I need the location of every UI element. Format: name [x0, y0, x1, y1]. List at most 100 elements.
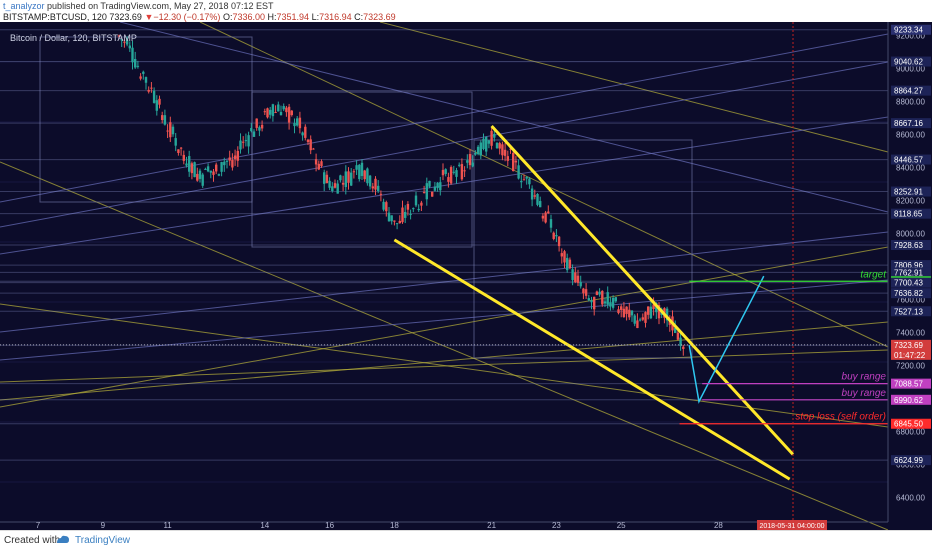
candle-body [131, 47, 134, 63]
current-price-label: 7323.69 [894, 341, 923, 350]
price-tag [891, 394, 931, 405]
projection-path [688, 275, 765, 404]
candle-body [363, 170, 366, 180]
chart-header: t_analyzor published on TradingView.com,… [0, 0, 932, 22]
price-tag [891, 267, 931, 278]
candle-body [647, 306, 650, 315]
author-name[interactable]: t_analyzor [3, 1, 45, 11]
candle-body [139, 76, 142, 79]
candle-body [547, 211, 550, 214]
candle-body [601, 290, 604, 305]
candle-body [512, 152, 515, 172]
candle-body [152, 90, 156, 103]
price-tag-label: 8446.57 [894, 156, 923, 165]
candle-body [460, 164, 464, 180]
x-tick-label: 16 [325, 521, 334, 530]
price-tag-label: 8667.16 [894, 119, 923, 128]
candle-body [682, 346, 685, 349]
footer: Created with TradingView [0, 530, 932, 550]
y-tick-label: 8400.00 [896, 163, 925, 172]
high-value: 7351.94 [276, 12, 310, 22]
tradingview-brand[interactable]: TradingView [75, 535, 131, 546]
candle-body [317, 163, 320, 170]
price-tag [891, 208, 931, 219]
price-tag [891, 306, 931, 317]
candle-body [328, 180, 331, 188]
chart-area[interactable]: target buy range buy range stop loss (self … [0, 22, 932, 530]
candle-body [225, 160, 229, 162]
candle-body [374, 178, 377, 190]
candle-body [455, 170, 458, 177]
close-label: C: [354, 12, 364, 22]
candle-body [190, 163, 194, 174]
candle-body [528, 178, 531, 185]
candle-body [428, 180, 431, 187]
candle-body [252, 131, 256, 137]
candle-body [582, 288, 585, 294]
candle-body [544, 212, 547, 223]
candle-body [641, 317, 644, 320]
chart-title: Bitcoin / Dollar, 120, BITSTAMP [10, 33, 137, 43]
candle-body [158, 98, 161, 105]
candle-body [323, 172, 326, 184]
range-box [473, 139, 693, 359]
candle-body [239, 140, 242, 150]
candle-body [136, 65, 140, 67]
candle-body [177, 149, 180, 153]
candle-body [209, 170, 212, 173]
chart-svg[interactable]: target buy range buy range stop loss (self … [0, 22, 932, 530]
candle-body [590, 300, 593, 303]
price-tag [891, 455, 931, 466]
price-tag-label: 7806.96 [894, 261, 923, 270]
candle-body [260, 124, 264, 129]
candle-body [123, 41, 126, 43]
candle-body [379, 193, 383, 195]
current-price-tag [891, 339, 931, 360]
candle-body [466, 160, 469, 163]
candle-body [287, 106, 291, 123]
candle-body [449, 167, 453, 184]
candle-body [463, 170, 466, 172]
candle-body [404, 211, 407, 218]
candle-body [439, 182, 442, 191]
candle-body [611, 297, 615, 308]
candle-body [306, 139, 310, 143]
candle-body [638, 319, 642, 321]
x-tick-label: 28 [714, 521, 723, 530]
candle-body [595, 291, 599, 296]
candle-body [574, 272, 577, 283]
publish-text: published on TradingView.com, May 27, 20… [47, 1, 274, 11]
low-value: 7316.94 [319, 12, 352, 22]
price-tag-label: 7928.63 [894, 241, 923, 250]
price-tag-label: 8864.27 [894, 87, 923, 96]
candle-body [263, 111, 266, 113]
price-tag [891, 56, 931, 67]
candle-body [320, 161, 323, 167]
trend-line [0, 349, 889, 383]
candle-body [368, 175, 372, 187]
candle-body [441, 169, 445, 176]
candle-body [674, 327, 677, 333]
price-tag [891, 288, 931, 299]
candle-body [579, 281, 582, 287]
candle-body [301, 132, 304, 136]
candle-body [147, 89, 150, 92]
publish-info: t_analyzor published on TradingView.com,… [3, 1, 274, 11]
candle-body [514, 160, 518, 163]
candle-body [231, 159, 234, 168]
candle-body [282, 106, 285, 110]
candle-body [665, 308, 669, 321]
candle-body [414, 195, 418, 206]
candle-body [657, 305, 661, 319]
candle-body [398, 220, 401, 224]
open-value: 7336.00 [232, 12, 265, 22]
x-tick-label: 25 [617, 521, 626, 530]
candle-body [417, 208, 420, 211]
candle-body [198, 170, 202, 179]
candle-body [293, 122, 296, 127]
y-tick-label: 8000.00 [896, 229, 925, 238]
candle-body [444, 169, 447, 174]
candle-body [269, 109, 272, 115]
candle-body [217, 174, 221, 176]
price-tag [891, 378, 931, 389]
